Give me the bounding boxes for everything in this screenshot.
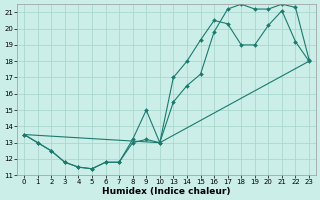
X-axis label: Humidex (Indice chaleur): Humidex (Indice chaleur): [102, 187, 231, 196]
